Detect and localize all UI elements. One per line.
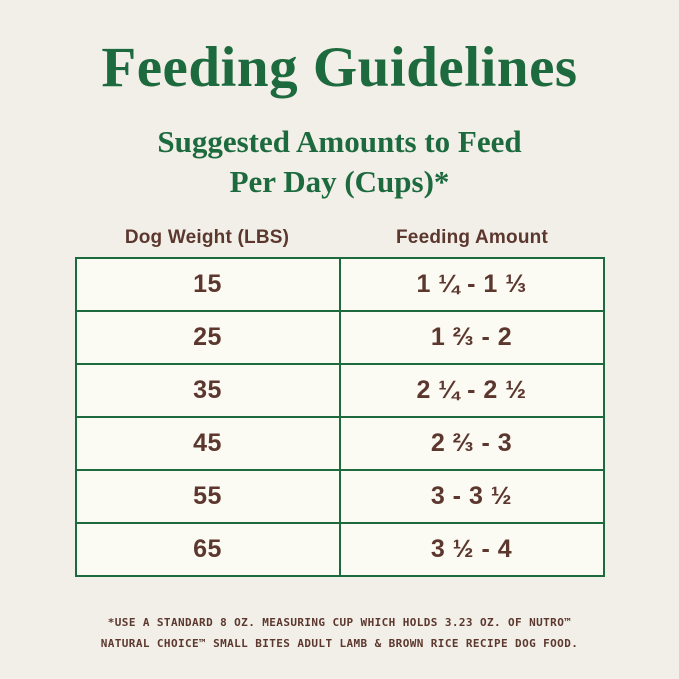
amount-cell: 1 ⅔ - 2 <box>338 312 603 364</box>
subtitle-line1: Suggested Amounts to Feed <box>157 123 522 159</box>
table-row: 25 1 ⅔ - 2 <box>76 310 603 364</box>
table-row: 55 3 - 3 ½ <box>76 469 603 523</box>
weight-cell: 65 <box>193 535 222 564</box>
weight-cell: 55 <box>193 482 222 511</box>
amount-cell: 2 ¼ - 2 ½ <box>338 365 603 417</box>
footnote: *USE A STANDARD 8 OZ. MEASURING CUP WHIC… <box>0 613 679 654</box>
table-column-headers: Dog Weight (LBS) Feeding Amount <box>75 227 605 249</box>
amount-cell: 1 ¼ - 1 ⅓ <box>338 259 603 311</box>
subtitle-line2: Per Day (Cups)* <box>229 163 450 199</box>
weight-cell: 45 <box>193 429 222 458</box>
amount-cell: 2 ⅔ - 3 <box>338 418 603 470</box>
footnote-line1: *USE A STANDARD 8 OZ. MEASURING CUP WHIC… <box>107 616 572 630</box>
table-row: 35 2 ¼ - 2 ½ <box>76 363 603 417</box>
amount-cell: 3 ½ - 4 <box>338 524 603 576</box>
weight-cell: 25 <box>193 323 222 352</box>
feeding-table: 15 1 ¼ - 1 ⅓ 25 1 ⅔ - 2 35 2 ¼ - 2 ½ 45 … <box>74 257 605 578</box>
subtitle: Suggested Amounts to Feed Per Day (Cups)* <box>0 122 679 201</box>
amount-cell: 3 - 3 ½ <box>338 471 603 523</box>
table-row: 15 1 ¼ - 1 ⅓ <box>77 259 603 311</box>
footnote-line2: NATURAL CHOICE™ SMALL BITES ADULT LAMB &… <box>100 636 579 650</box>
column-header-dog-weight: Dog Weight (LBS) <box>124 227 290 249</box>
weight-cell: 35 <box>193 376 222 405</box>
table-row: 45 2 ⅔ - 3 <box>76 416 603 470</box>
page-title: Feeding Guidelines <box>101 36 578 99</box>
table-row: 65 3 ½ - 4 <box>76 522 603 576</box>
weight-cell: 15 <box>193 270 222 299</box>
column-header-feeding-amount: Feeding Amount <box>396 227 548 249</box>
